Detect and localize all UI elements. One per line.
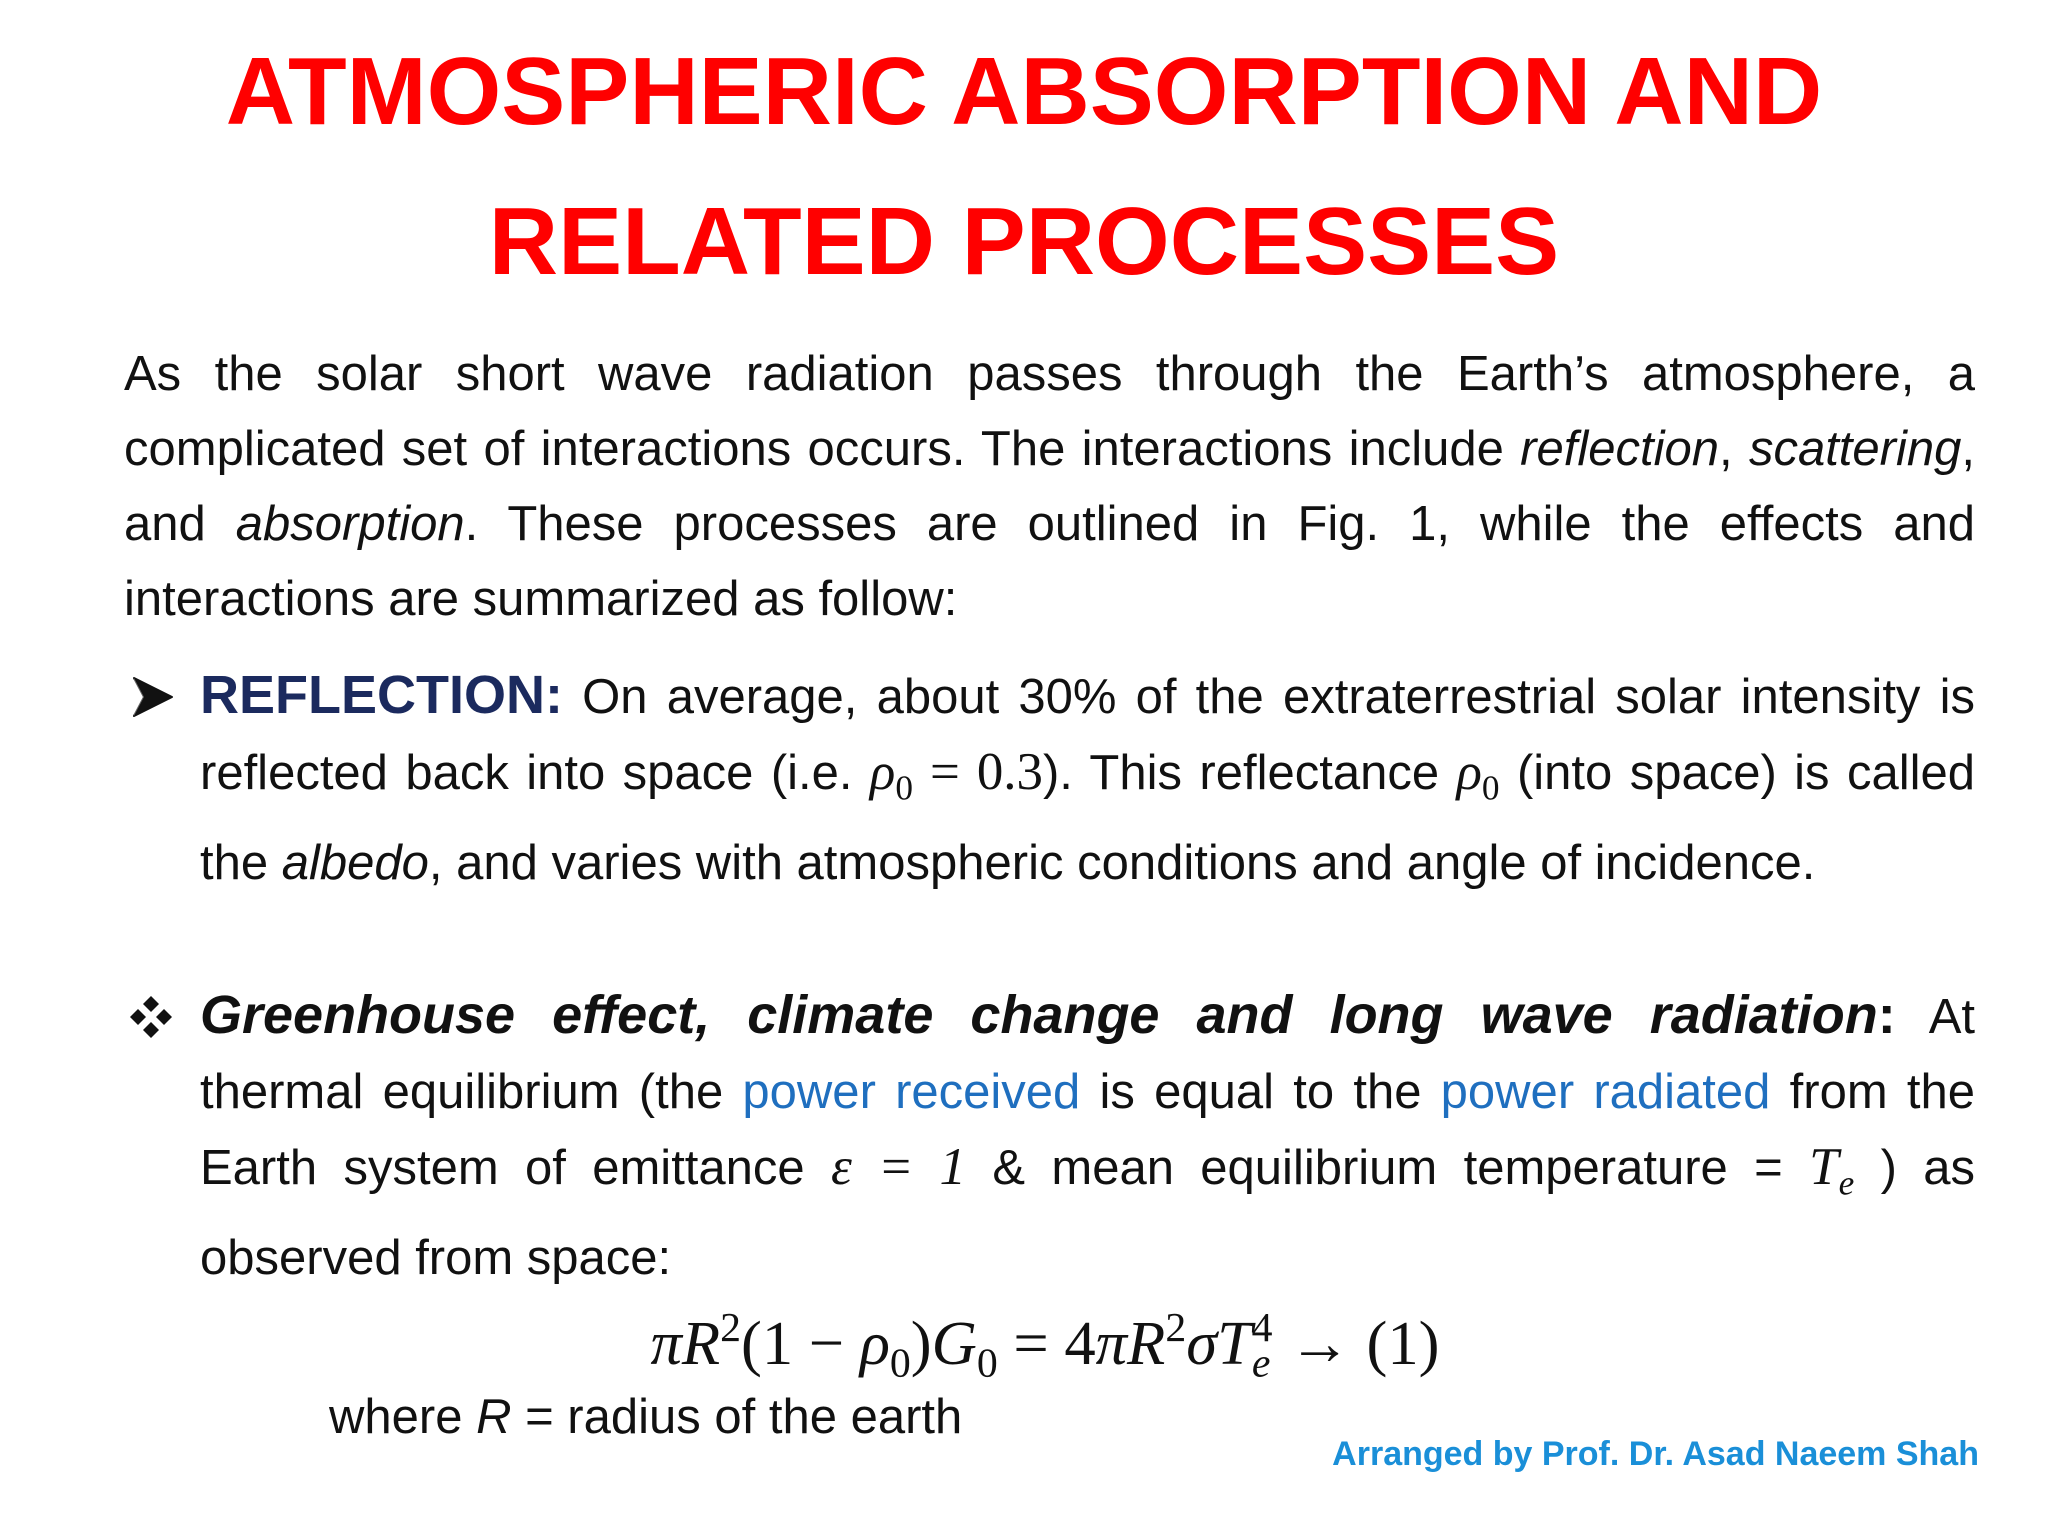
text-run: power received [742,1065,1081,1119]
text-run: ε = 1 [831,1138,966,1196]
text-run: As the solar short wave radiation passes… [124,347,1975,476]
text-run: albedo [281,835,429,890]
bullet-diamonds [130,996,172,1038]
footer-credit: Arranged by Prof. Dr. Asad Naeem Shah [1332,1435,1979,1473]
text-run: : [1877,985,1896,1045]
text-run: σT [1186,1307,1252,1378]
text-run: 4 [1251,1305,1273,1351]
text-run: ) [910,1307,932,1378]
text-run: πR [1095,1307,1166,1378]
text-run: absorption [235,497,465,551]
text-run: (into space) is called the [200,746,1975,890]
text-run: = radius of the earth [511,1390,963,1444]
text-run: On average, about 30% of the extraterres… [200,670,1975,800]
text-run: where [329,1390,477,1444]
text-run: G [931,1307,977,1378]
text-run: from the Earth system of emittance [200,1065,1975,1195]
text-run: e [1251,1340,1271,1387]
text-run: reflection [1520,422,1719,476]
text-run: scattering [1748,422,1962,476]
text-run: e [1838,1163,1855,1203]
text-run: At thermal equilibrium (the [200,990,1975,1119]
text-run: ρ [869,743,896,801]
intro-paragraph: As the solar short wave radiation passes… [124,337,1975,637]
equation: πR2(1 − ρ0)G0 = 4πR2σTe4 → (1) [445,1288,1645,1403]
text-run: → (1) [1272,1307,1440,1378]
greenhouse-paragraph: Greenhouse effect, climate change and lo… [200,978,1975,1296]
bullet-arrow [133,677,173,717]
slide-title: ATMOSPHERIC ABSORPTION AND RELATED PROCE… [225,38,1823,295]
text-run: 0 [976,1340,998,1387]
text-run: 0 [1481,768,1500,808]
text-run: Greenhouse effect, climate change and lo… [200,985,1878,1045]
text-run: 2 [720,1305,741,1351]
text-run: T [1809,1138,1839,1196]
text-run: . These processes are outlined in Fig. 1… [124,497,1975,626]
text-run: , and [124,422,1975,551]
text-run: R [476,1390,512,1444]
text-run: ). This reflectance [1042,746,1457,800]
equation-note: where R = radius of the earth [329,1380,962,1455]
text-run: , [1719,422,1749,476]
text-run: power radiated [1440,1065,1771,1119]
reflection-paragraph: REFLECTION: On average, about 30% of the… [200,658,1975,901]
text-run: ρ [1456,743,1482,801]
text-run: 0 [895,768,913,808]
text-run: (1 − [741,1307,860,1378]
text-run: 2 [1165,1305,1187,1351]
text-run: = 0.3 [912,743,1043,801]
text-run: ) as observed from space: [200,1141,1975,1285]
text-run: & mean equilibrium temperature = [965,1141,1810,1195]
text-run: REFLECTION: [200,665,563,725]
text-run: , and varies with atmospheric conditions… [428,835,1816,890]
text-run: 0 [889,1340,911,1387]
text-run: πR [650,1307,721,1378]
text-run: is equal to the [1080,1065,1441,1119]
text-run: = 4 [997,1307,1096,1378]
text-run: ρ [859,1307,890,1378]
